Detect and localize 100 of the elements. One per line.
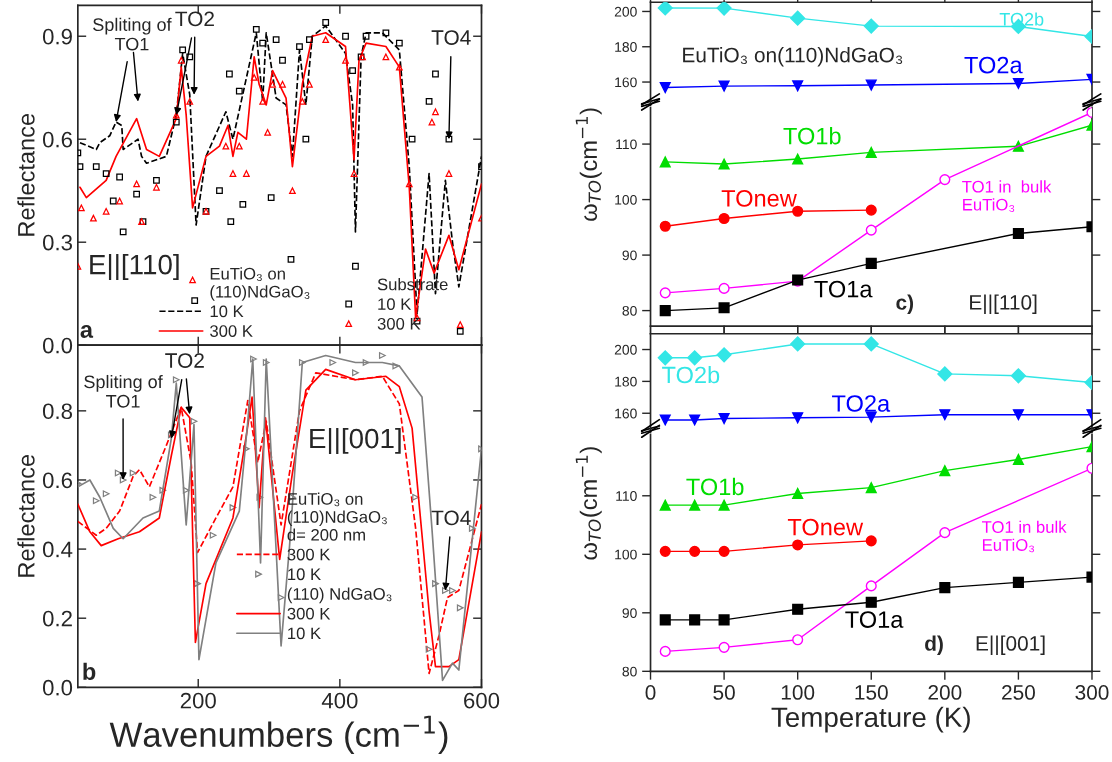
point <box>239 201 247 208</box>
point <box>718 412 730 425</box>
point <box>179 46 187 54</box>
point <box>133 180 141 188</box>
y-tick-label: 0.9 <box>42 28 72 45</box>
y-tick-label: 0.3 <box>42 234 72 251</box>
point <box>102 170 110 177</box>
point <box>1012 77 1024 90</box>
legend-label: 10 K <box>288 627 321 640</box>
point <box>865 411 877 423</box>
y-tick-label: 0.4 <box>42 541 73 558</box>
point <box>329 359 337 366</box>
point <box>209 531 217 539</box>
point <box>235 142 243 150</box>
point <box>92 497 100 505</box>
point <box>445 135 453 143</box>
point <box>718 545 730 557</box>
point <box>252 25 260 33</box>
point <box>322 19 330 26</box>
point <box>792 487 804 499</box>
point <box>287 255 295 263</box>
point <box>153 177 160 184</box>
x-tick-label: 100 <box>781 685 815 700</box>
point <box>302 135 310 143</box>
point <box>687 350 703 366</box>
point <box>792 412 804 424</box>
point <box>133 190 141 198</box>
point <box>395 39 403 47</box>
point <box>659 499 671 511</box>
point <box>939 465 951 477</box>
point <box>432 108 439 116</box>
series-label: TOnew <box>787 518 864 536</box>
annotation: E||[001] <box>976 635 1045 656</box>
annotation: E||[110] <box>970 294 1037 315</box>
point <box>432 70 439 78</box>
y-tick-label: 80 <box>622 666 637 677</box>
point <box>306 80 313 88</box>
point <box>790 336 806 352</box>
y-tick-label: 100 <box>615 549 637 560</box>
x-tick-label: 250 <box>1002 685 1035 700</box>
point <box>269 80 276 88</box>
point <box>352 262 359 270</box>
annotation: TO2 <box>165 353 204 368</box>
annotation: c) <box>896 294 914 314</box>
series-label: TOnew <box>721 190 797 207</box>
x-axis-title: Wavenumbers (cm$^{−1}$) <box>109 715 448 754</box>
point <box>342 32 349 40</box>
annotation: TO2 <box>175 11 214 27</box>
y-tick-label: 200 <box>614 344 637 355</box>
point <box>116 173 124 181</box>
point <box>445 170 453 177</box>
point <box>259 39 267 47</box>
point <box>659 220 671 232</box>
point <box>718 302 730 314</box>
point <box>718 641 730 653</box>
series-label: TO1a <box>845 611 904 628</box>
point <box>350 170 358 177</box>
point <box>456 321 464 328</box>
x-tick-label: 50 <box>713 685 735 700</box>
point <box>362 32 370 40</box>
point <box>689 414 701 426</box>
point <box>689 614 701 626</box>
point <box>289 187 296 195</box>
point <box>659 645 671 657</box>
point <box>790 10 806 26</box>
point <box>242 170 250 177</box>
point <box>216 187 223 195</box>
point <box>456 604 464 612</box>
series-label: TO1a <box>814 280 873 298</box>
y-tick-label: 90 <box>622 250 637 261</box>
point <box>92 163 100 171</box>
point <box>279 56 286 64</box>
point <box>718 212 730 225</box>
series-label: TO2a <box>832 395 891 412</box>
point <box>250 74 258 81</box>
x-tick-label: 300 <box>1075 685 1109 700</box>
point <box>250 355 257 363</box>
point <box>259 98 267 105</box>
point <box>659 414 671 426</box>
series-label: TO2a <box>964 56 1023 74</box>
point <box>190 417 198 425</box>
point <box>792 205 804 217</box>
y-tick-label: 80 <box>622 305 637 316</box>
annotation: Spliting of TO1 <box>84 374 163 408</box>
y-tick-label: 0.0 <box>42 337 73 354</box>
point <box>659 156 671 168</box>
annotation: Spliting of TO1 <box>93 17 172 51</box>
annotation: E||[110] <box>90 254 179 281</box>
legend-label: 300 K <box>287 607 331 620</box>
y-tick-label: 0.0 <box>42 679 73 696</box>
series-label: TO1 in bulk EuTiO₃ <box>962 180 1052 212</box>
y-tick-label: 0.6 <box>42 131 72 148</box>
point <box>227 218 235 226</box>
y-tick-label: 180 <box>615 42 637 52</box>
point <box>939 582 951 594</box>
point <box>1012 409 1024 421</box>
legend-label: 300 K <box>210 325 253 337</box>
point <box>229 170 237 177</box>
point <box>657 2 673 16</box>
point <box>865 482 877 494</box>
